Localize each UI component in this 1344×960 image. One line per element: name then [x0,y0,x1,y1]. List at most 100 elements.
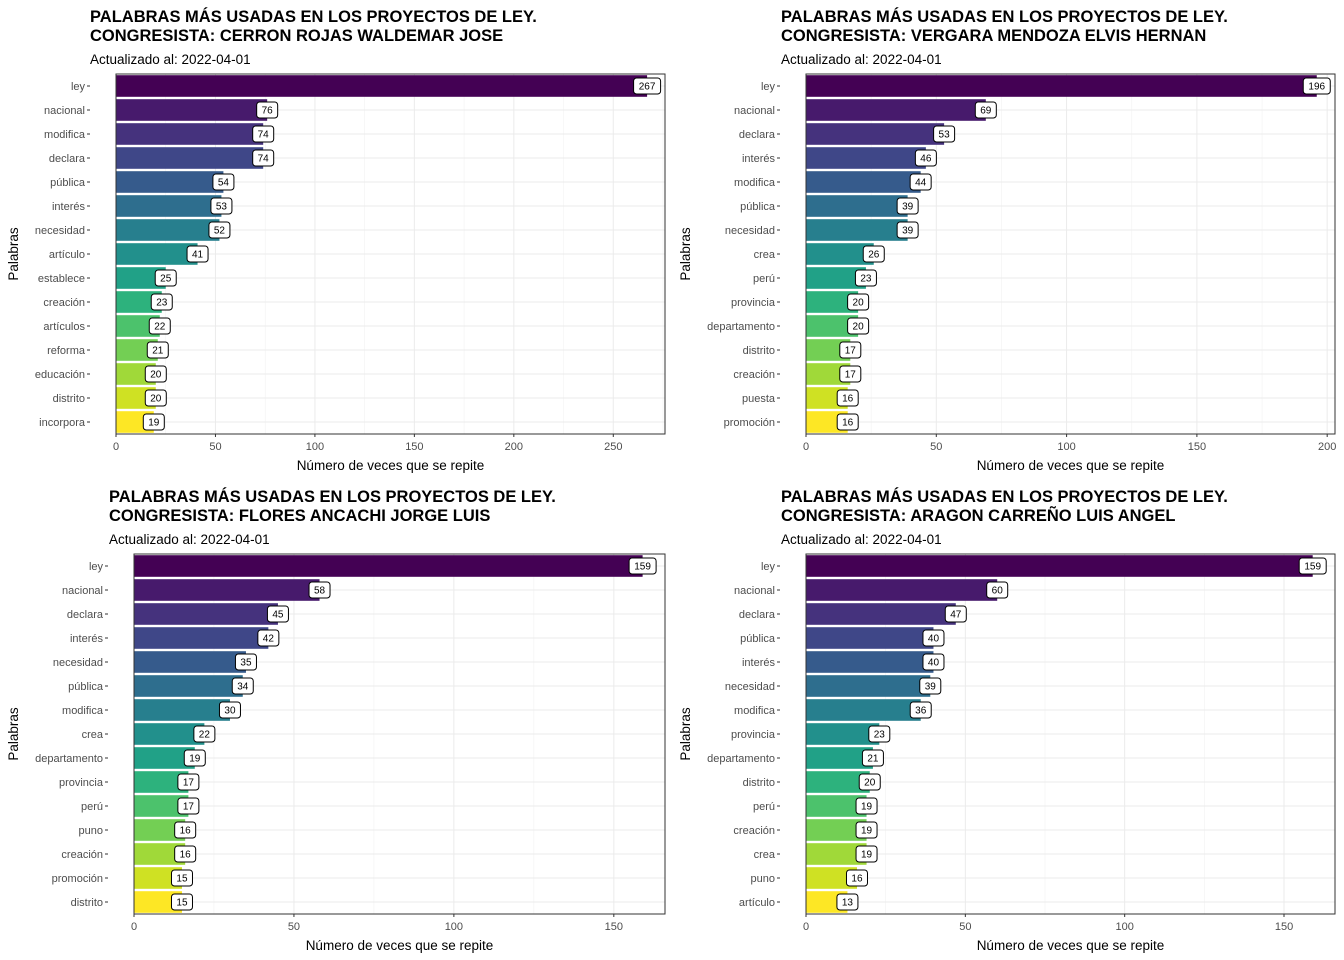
chart-title-line-2: CONGRESISTA: ARAGON CARREÑO LUIS ANGEL [781,505,1175,525]
bar [806,195,908,217]
data-label: 74 [258,130,270,141]
chart-svg-2: PALABRAS MÁS USADAS EN LOS PROYECTOS DE … [678,7,1336,473]
data-label-box [252,125,275,143]
y-tick-label: departamento [35,753,103,765]
data-label-box [144,389,167,407]
x-tick-label: 150 [405,441,423,453]
y-tick-label: pública [50,177,86,189]
data-label: 23 [860,274,872,285]
data-label: 20 [853,298,865,309]
chart-svg-1: PALABRAS MÁS USADAS EN LOS PROYECTOS DE … [6,7,666,473]
bar [806,747,873,769]
y-tick-label: promoción [724,417,775,429]
data-label-box [836,389,859,407]
data-label-box [922,653,945,671]
bar [806,651,934,673]
chart-svg-4: PALABRAS MÁS USADAS EN LOS PROYECTOS DE … [678,487,1336,953]
data-label: 58 [314,586,326,597]
data-label: 69 [980,106,992,117]
bar [806,243,874,265]
x-tick-label: 0 [131,921,137,933]
x-axis-title: Número de veces que se repite [297,458,485,473]
data-label: 15 [176,874,188,885]
bar [806,819,867,841]
data-label: 42 [263,634,275,645]
y-tick-label: distrito [743,777,775,789]
y-tick-label: perú [753,273,775,285]
y-tick-label: nacional [734,105,775,117]
bar [116,99,268,121]
chart-title-line-2: CONGRESISTA: FLORES ANCACHI JORGE LUIS [109,507,490,525]
chart-svg-3: PALABRAS MÁS USADAS EN LOS PROYECTOS DE … [6,487,666,953]
bar [134,819,186,841]
bar [806,123,945,145]
data-label-box [170,869,193,887]
data-label-box [896,197,919,215]
data-label: 20 [853,322,865,333]
data-label: 17 [183,802,195,813]
data-label: 52 [214,226,226,237]
y-tick-label: distrito [71,897,103,909]
data-label: 16 [842,418,854,429]
data-label-box [1302,77,1331,95]
data-label-box [210,197,233,215]
x-tick-label: 0 [803,921,809,933]
x-tick-label: 0 [803,441,809,453]
bar [134,867,182,889]
y-tick-label: nacional [44,105,85,117]
data-label: 19 [861,802,873,813]
y-tick-label: artículo [49,249,85,261]
data-label-box [174,821,197,839]
y-tick-label: necesidad [725,225,775,237]
data-label-box [896,221,919,239]
chart-panel-2: PALABRAS MÁS USADAS EN LOS PROYECTOS DE … [672,0,1344,480]
data-label: 159 [634,562,651,573]
plot-border [133,553,666,915]
data-label: 21 [152,346,164,357]
data-label: 21 [867,754,879,765]
bar [806,291,859,313]
data-label: 22 [154,322,166,333]
data-label: 159 [1304,562,1321,573]
y-tick-label: provincia [59,777,104,789]
data-label: 35 [240,658,252,669]
bar [134,603,278,625]
y-tick-label: necesidad [725,681,775,693]
x-tick-label: 100 [1115,921,1133,933]
y-tick-label: crea [754,249,776,261]
data-label-box [855,845,878,863]
bar [116,75,648,97]
data-label: 36 [915,706,927,717]
bar [806,771,870,793]
x-tick-label: 150 [605,921,623,933]
data-label-box [212,173,235,191]
x-tick-label: 100 [1057,441,1075,453]
data-label: 41 [192,250,204,261]
data-label-box [933,125,956,143]
data-label-box [914,149,937,167]
data-label: 45 [272,610,284,621]
bar [806,99,986,121]
data-label: 53 [216,202,228,213]
x-tick-label: 150 [1188,441,1206,453]
bar [134,699,230,721]
data-label-box [919,677,942,695]
data-label-box [266,605,289,623]
chart-subtitle: Actualizado al: 2022-04-01 [90,52,251,67]
y-tick-label: modifica [734,177,776,189]
chart-panel-4: PALABRAS MÁS USADAS EN LOS PROYECTOS DE … [672,480,1344,960]
data-label-box [170,893,193,911]
y-tick-label: ley [89,561,104,573]
data-label: 23 [874,730,886,741]
data-label: 40 [928,658,940,669]
y-tick-label: creación [733,825,775,837]
bar [806,723,880,745]
bar [806,675,931,697]
bar [134,795,189,817]
data-label-box [854,269,877,287]
y-tick-label: declara [739,129,776,141]
data-label-box [177,797,200,815]
data-label-box [144,365,167,383]
bar [134,891,182,913]
y-tick-label: perú [753,801,775,813]
